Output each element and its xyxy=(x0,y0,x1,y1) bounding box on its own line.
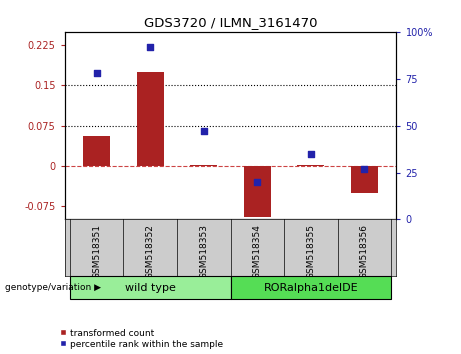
Bar xyxy=(351,166,378,193)
Text: GSM518353: GSM518353 xyxy=(199,224,208,279)
Bar xyxy=(297,165,324,166)
Text: GSM518355: GSM518355 xyxy=(306,224,315,279)
Bar xyxy=(83,136,110,166)
Bar xyxy=(190,165,217,166)
Point xyxy=(93,70,100,76)
Text: RORalpha1delDE: RORalpha1delDE xyxy=(264,282,358,293)
Text: GSM518356: GSM518356 xyxy=(360,224,369,279)
Point xyxy=(200,129,207,134)
Bar xyxy=(244,166,271,217)
Text: GSM518351: GSM518351 xyxy=(92,224,101,279)
Point xyxy=(361,166,368,172)
Point xyxy=(307,151,314,156)
Text: GSM518352: GSM518352 xyxy=(146,224,155,279)
Bar xyxy=(230,276,391,299)
Bar xyxy=(137,72,164,166)
Legend: transformed count, percentile rank within the sample: transformed count, percentile rank withi… xyxy=(60,328,224,349)
Point xyxy=(147,44,154,50)
Bar xyxy=(70,276,230,299)
Text: genotype/variation ▶: genotype/variation ▶ xyxy=(5,283,100,292)
Text: GSM518354: GSM518354 xyxy=(253,224,262,279)
Title: GDS3720 / ILMN_3161470: GDS3720 / ILMN_3161470 xyxy=(144,16,317,29)
Text: wild type: wild type xyxy=(125,282,176,293)
Point xyxy=(254,179,261,185)
